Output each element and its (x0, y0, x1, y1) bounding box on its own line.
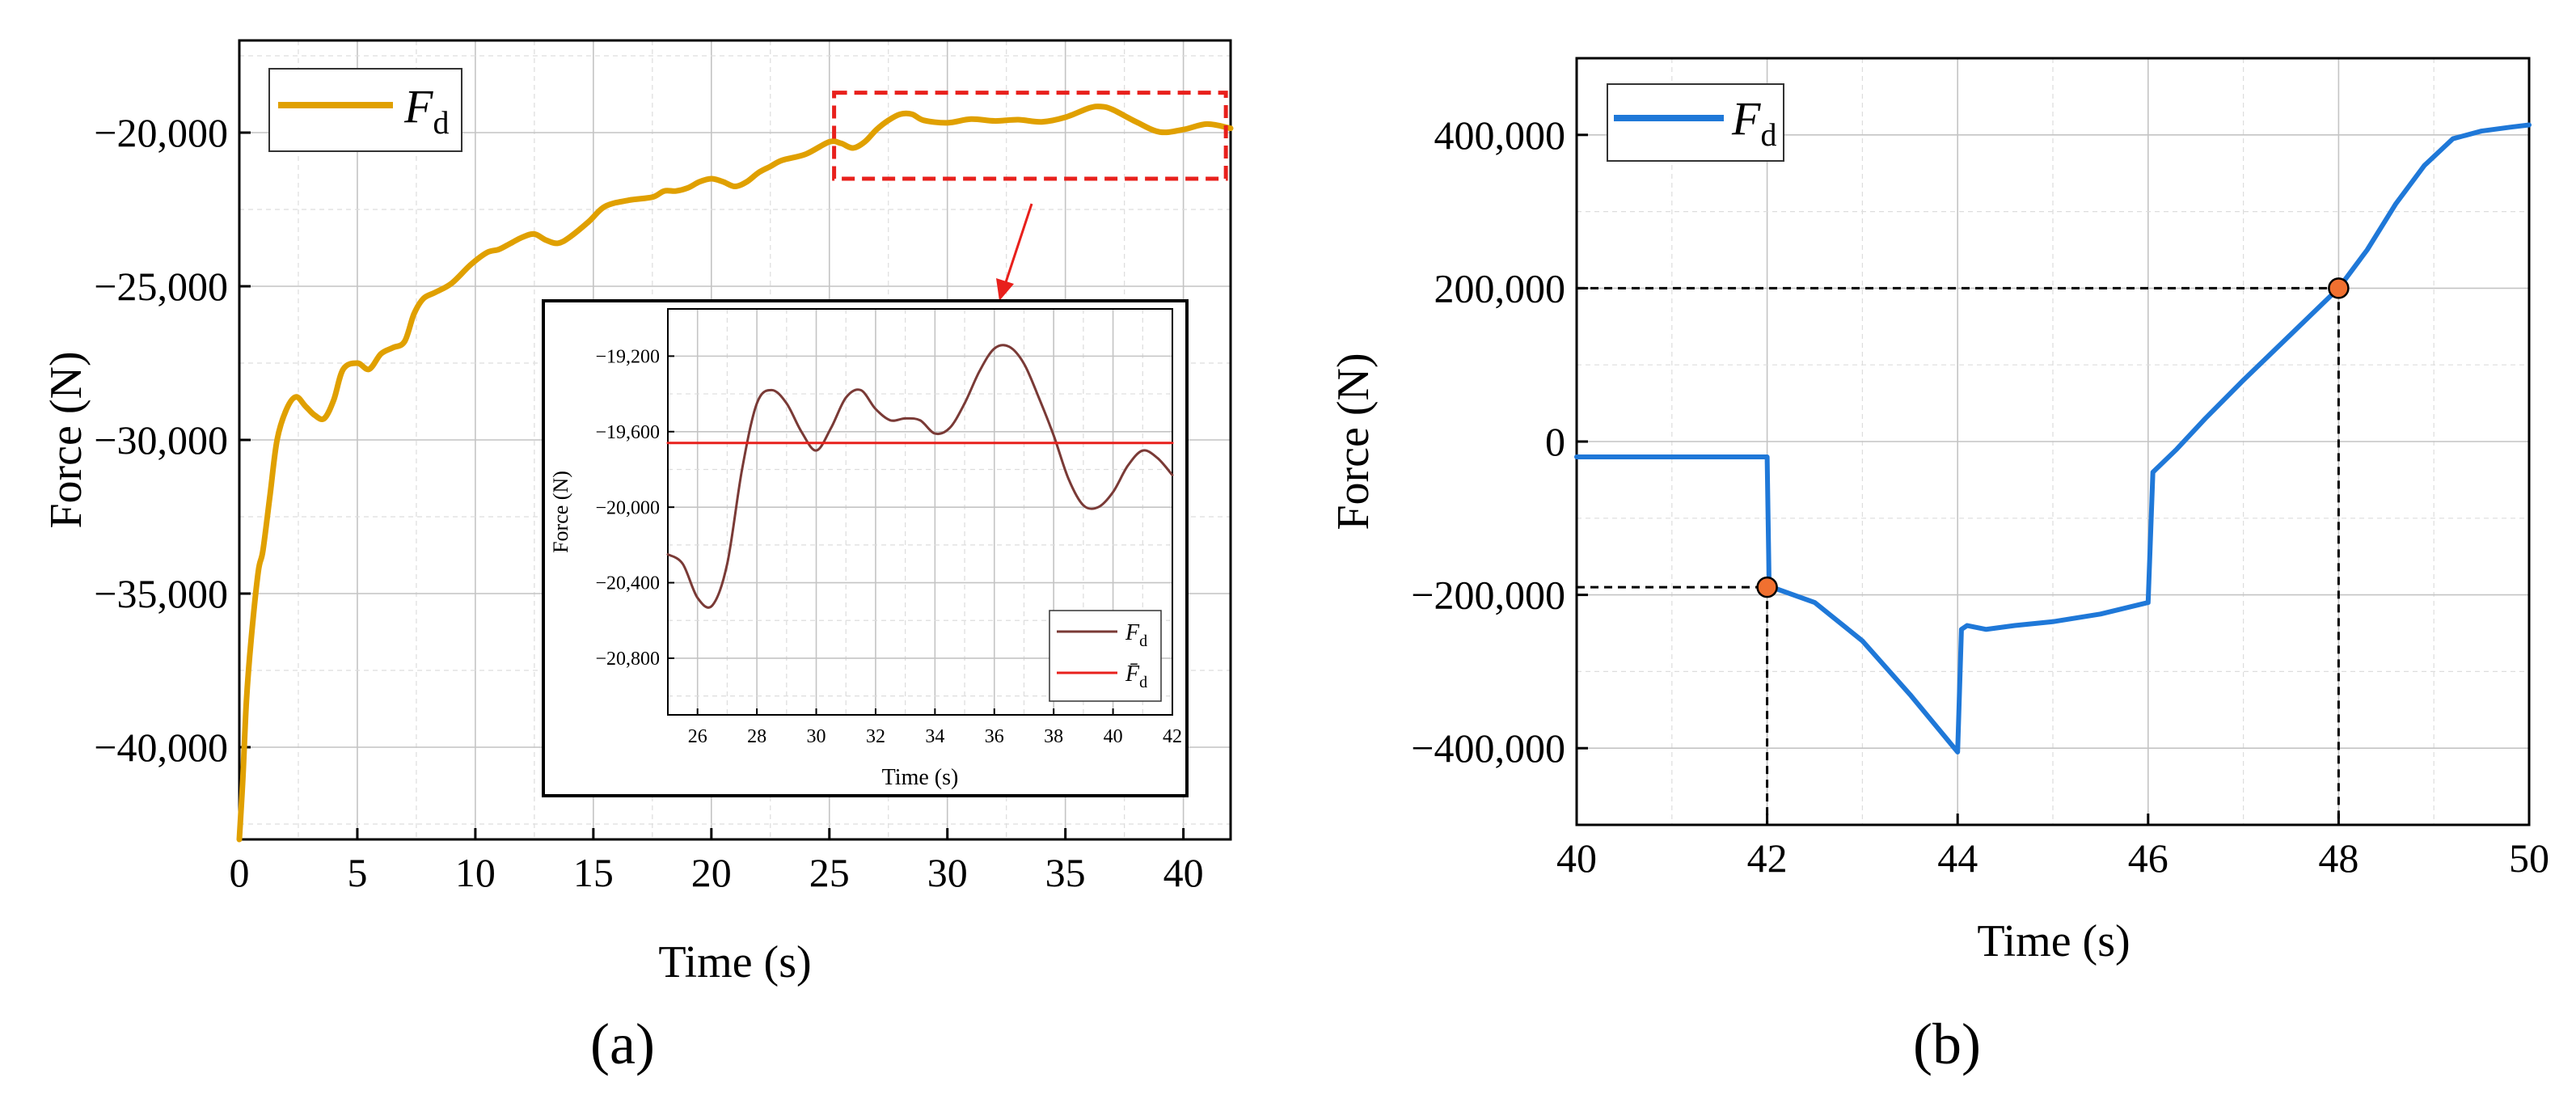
y-tick-label: −200,000 (1411, 573, 1565, 618)
y-tick-label: −35,000 (94, 571, 228, 616)
y-tick-label: −25,000 (94, 264, 228, 309)
panel-b-ticks: 40 42 44 46 48 50 −400,000 −200,000 0 200,000 400,… (1411, 112, 2549, 881)
panel-a-legend-label: Fd (403, 80, 449, 141)
y-tick-label: −30,000 (94, 417, 228, 463)
y-tick-label: −20,000 (595, 497, 660, 518)
panel-a-highlight-box (832, 91, 1228, 181)
panel-b-markers (1756, 277, 2350, 598)
y-tick-label: −400,000 (1411, 725, 1565, 771)
y-tick-label: −40,000 (94, 725, 228, 770)
panel-b-series (1574, 122, 2532, 755)
y-tick-label: −20,800 (595, 649, 660, 670)
y-tick-label: −19,600 (595, 422, 660, 443)
x-tick-label: 50 (2509, 835, 2549, 881)
panel-a-y-axis-label: Force (N) (41, 351, 91, 528)
inset-x-axis-label: Time (s) (882, 765, 959, 790)
panel-a-legend-box (268, 68, 462, 152)
x-tick-label: 36 (985, 726, 1004, 747)
panel-b-legend-label: Fd (1731, 92, 1776, 153)
panel-a-ticks: 0 5 10 15 20 25 30 35 40 −40,000 −35,000 −30,000 −25… (94, 110, 1203, 895)
panel-b-legend: Fd (1607, 83, 1784, 162)
panel-a: 0 5 10 15 20 25 30 35 40 −40,000 −35,000 −30,000 −25… (41, 39, 1234, 1076)
panel-a-series (236, 104, 1234, 843)
x-tick-label: 42 (1747, 835, 1788, 881)
inset-series (666, 344, 1174, 609)
inset-legend: Fd F̄d (1049, 610, 1162, 702)
y-tick-label: −20,000 (94, 110, 228, 155)
x-tick-label: 10 (455, 850, 496, 895)
panel-a-legend: Fd (268, 68, 462, 152)
x-tick-label: 48 (2318, 835, 2359, 881)
inset-outer-frame (542, 299, 1189, 797)
panel-b-label: (b) (1913, 1012, 1981, 1076)
panel-b-legend-box (1607, 83, 1784, 162)
inset-pointer-arrowhead (996, 278, 1014, 301)
x-tick-label: 46 (2128, 835, 2168, 881)
x-tick-label: 44 (1937, 835, 1978, 881)
inset-legend-label-fd: Fd (1125, 620, 1147, 650)
x-tick-label: 25 (809, 850, 850, 895)
x-tick-label: 15 (573, 850, 614, 895)
panel-a-label: (a) (590, 1012, 655, 1076)
x-tick-label: 20 (691, 850, 732, 895)
x-tick-label: 0 (230, 850, 250, 895)
x-tick-label: 40 (1163, 850, 1204, 895)
panel-b: 40 42 44 46 48 50 −400,000 −200,000 0 200,000 400,… (1328, 57, 2549, 1076)
x-tick-label: 38 (1044, 726, 1063, 747)
x-tick-label: 40 (1104, 726, 1123, 747)
x-tick-label: 32 (866, 726, 885, 747)
x-tick-label: 42 (1163, 726, 1182, 747)
inset-pointer-arrow (1003, 203, 1033, 285)
x-tick-label: 35 (1045, 850, 1086, 895)
inset-ticks: 26 28 30 32 34 36 38 40 42 −20,800 −20,400 −20,000 −… (595, 347, 1182, 747)
panel-b-guide-lines (1577, 286, 2340, 825)
y-tick-label: 200,000 (1434, 265, 1566, 311)
marker-point-2 (2328, 277, 2350, 299)
y-tick-label: 0 (1545, 419, 1565, 464)
y-tick-label: 400,000 (1434, 112, 1566, 158)
inset-y-axis-label: Force (N) (549, 471, 572, 553)
x-tick-label: 30 (927, 850, 968, 895)
inset-legend-label-fd-mean: F̄d (1125, 662, 1147, 691)
inset-legend-box (1049, 610, 1162, 702)
panel-a-x-axis-label: Time (s) (658, 937, 811, 987)
x-tick-label: 30 (807, 726, 826, 747)
panel-b-x-axis-label: Time (s) (1977, 916, 2130, 966)
x-tick-label: 28 (747, 726, 766, 747)
series-line-f-d (1574, 122, 2532, 755)
x-tick-label: 34 (925, 726, 944, 747)
x-tick-label: 40 (1556, 835, 1597, 881)
series-line-f-d (236, 104, 1234, 843)
inset-chart: 26 28 30 32 34 36 38 40 42 −20,800 −20,400 −20,000 −… (542, 299, 1189, 797)
x-tick-label: 5 (347, 850, 367, 895)
x-tick-label: 26 (688, 726, 707, 747)
panel-b-y-axis-label: Force (N) (1328, 353, 1379, 530)
marker-point-1 (1756, 576, 1778, 598)
y-tick-label: −20,400 (595, 573, 660, 594)
inset-plot-frame (667, 308, 1173, 716)
zoom-highlight-rect (832, 91, 1228, 181)
y-tick-label: −19,200 (595, 347, 660, 368)
